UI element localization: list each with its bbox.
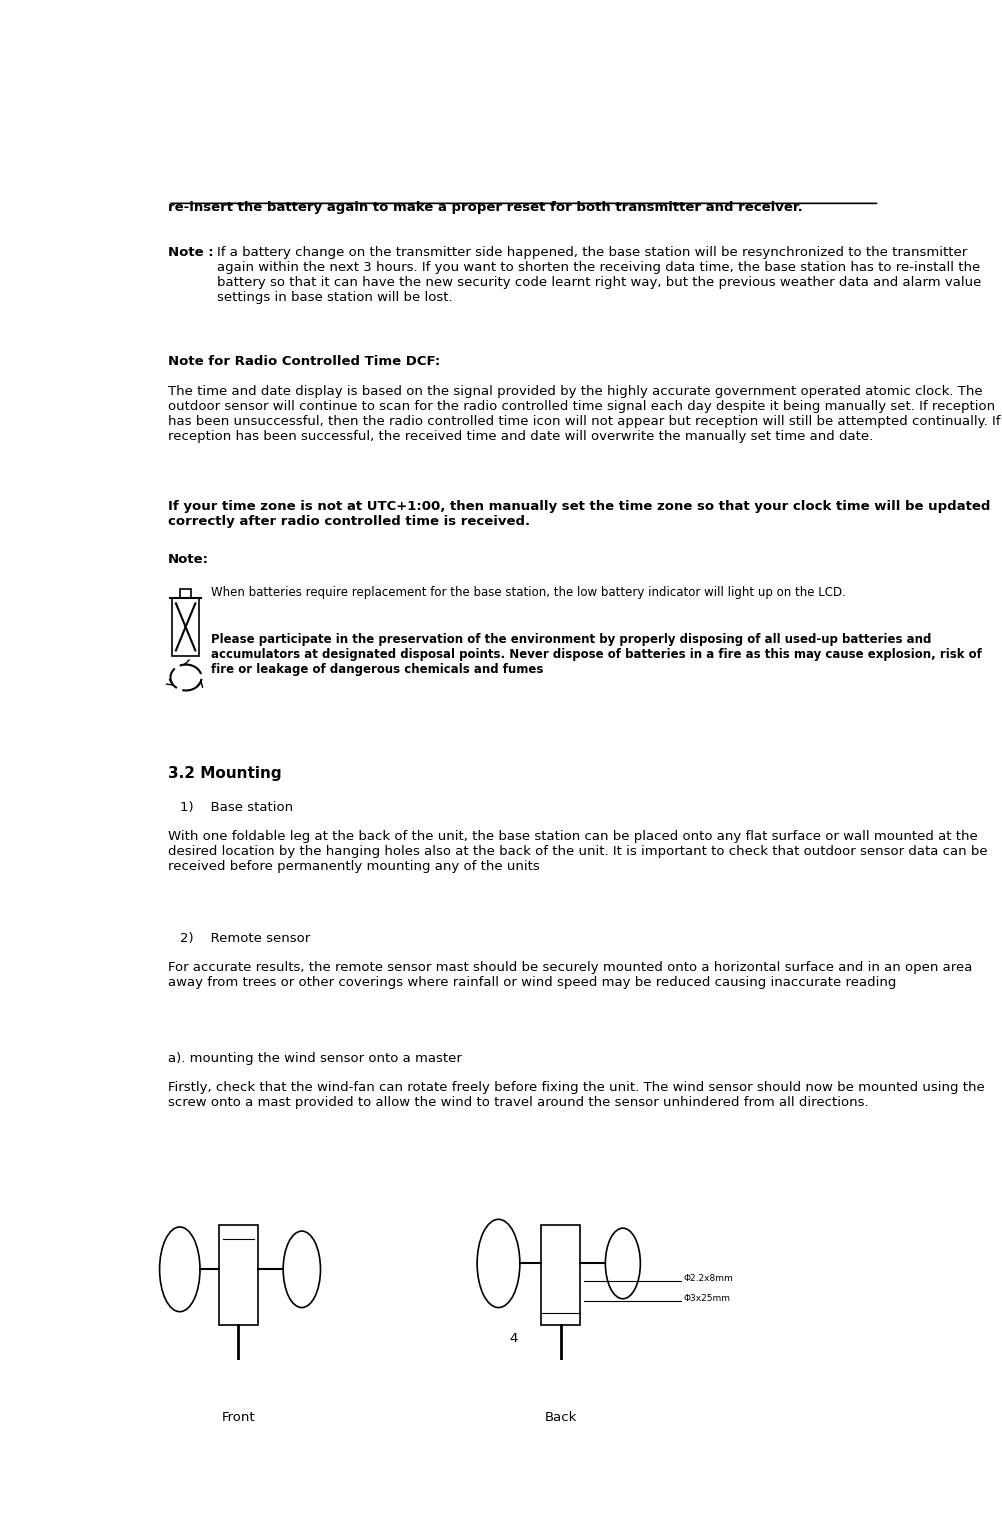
Ellipse shape — [605, 1229, 639, 1299]
Text: Firstly, check that the wind-fan can rotate freely before fixing the unit. The w: Firstly, check that the wind-fan can rot… — [168, 1082, 984, 1109]
Ellipse shape — [477, 1219, 519, 1308]
Text: 1)    Base station: 1) Base station — [179, 801, 293, 814]
Text: Φ2.2x8mm: Φ2.2x8mm — [682, 1274, 732, 1284]
Text: Back: Back — [544, 1410, 576, 1424]
Text: If your time zone is not at UTC+1:00, then manually set the time zone so that yo: If your time zone is not at UTC+1:00, th… — [168, 500, 990, 527]
Text: 3.2 Mounting: 3.2 Mounting — [168, 766, 282, 781]
Text: 4: 4 — [509, 1332, 518, 1345]
Bar — [218, 1225, 258, 1325]
Text: Note :: Note : — [168, 246, 213, 258]
Text: a). mounting the wind sensor onto a master: a). mounting the wind sensor onto a mast… — [168, 1051, 462, 1065]
Bar — [179, 590, 191, 597]
Text: For accurate results, the remote sensor mast should be securely mounted onto a h: For accurate results, the remote sensor … — [168, 961, 972, 989]
Text: Please participate in the preservation of the environment by properly disposing : Please participate in the preservation o… — [210, 633, 981, 675]
Text: The time and date display is based on the signal provided by the highly accurate: The time and date display is based on th… — [168, 385, 1000, 443]
Ellipse shape — [283, 1232, 321, 1308]
Text: Φ3x25mm: Φ3x25mm — [682, 1294, 729, 1303]
Text: If a battery change on the transmitter side happened, the base station will be r: If a battery change on the transmitter s… — [216, 246, 981, 304]
Text: Note:: Note: — [168, 553, 209, 565]
Ellipse shape — [159, 1227, 199, 1311]
Text: When batteries require replacement for the base station, the low battery indicat: When batteries require replacement for t… — [210, 585, 845, 599]
Bar — [541, 1225, 579, 1325]
Text: 2)    Remote sensor: 2) Remote sensor — [179, 932, 310, 944]
Text: With one foldable leg at the back of the unit, the base station can be placed on: With one foldable leg at the back of the… — [168, 831, 987, 874]
Text: re-insert the battery again to make a proper reset for both transmitter and rece: re-insert the battery again to make a pr… — [168, 202, 802, 214]
Text: Front: Front — [221, 1410, 255, 1424]
Bar — [172, 597, 199, 657]
Text: Note for Radio Controlled Time DCF:: Note for Radio Controlled Time DCF: — [168, 354, 440, 368]
